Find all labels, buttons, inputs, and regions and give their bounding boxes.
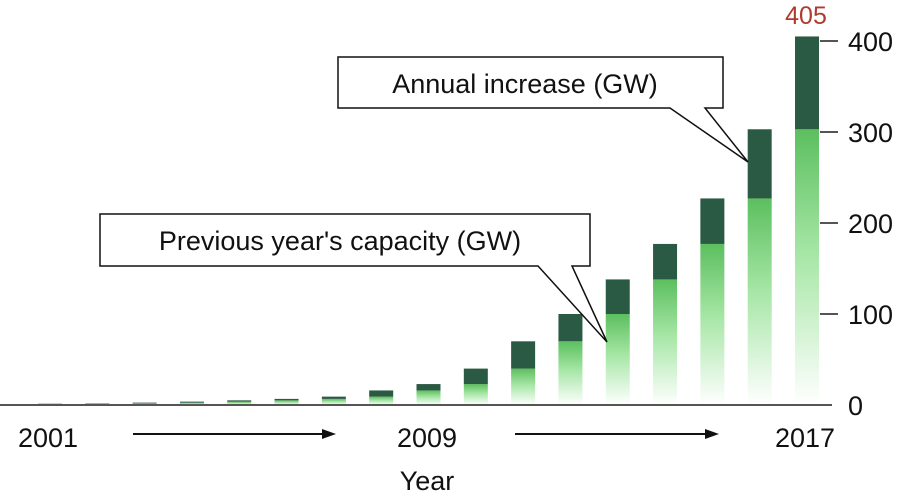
top-value-label: 405 [785,2,827,30]
bar-previous-capacity-2013 [606,314,630,405]
bar-previous-capacity-2010 [464,384,488,405]
y-tick-label: 200 [848,209,893,239]
y-tick-label: 100 [848,300,893,330]
bar-annual-increase-2014 [653,244,677,279]
x-tick-label: 2017 [775,423,835,453]
bar-annual-increase-2017 [795,36,819,129]
bar-annual-increase-2016 [748,129,772,198]
bar-annual-increase-2013 [606,279,630,314]
bar-annual-increase-2012 [558,314,582,341]
x-tick-labels: 2001 2009 2017 [18,423,835,453]
x-axis-label: Year [400,466,455,493]
bar-annual-increase-2009 [417,384,441,390]
arrow-head [322,429,336,439]
y-tick-label: 300 [848,118,893,148]
arrow-head [705,429,719,439]
bar-previous-capacity-2017 [795,129,819,405]
bar-annual-increase-2007 [322,397,346,399]
bar-annual-increase-2004 [180,402,204,403]
callout-previous-capacity: Previous year's capacity (GW) [100,214,607,342]
bar-previous-capacity-2008 [369,397,393,405]
callout-annual-increase: Annual increase (GW) [338,57,748,162]
bar-annual-increase-2015 [700,198,724,244]
y-tick-label: 400 [848,27,893,57]
bar-previous-capacity-2011 [511,369,535,405]
bar-annual-increase-2008 [369,390,393,396]
bar-annual-increase-2006 [275,399,299,400]
bar-annual-increase-2011 [511,341,535,368]
bar-previous-capacity-2015 [700,244,724,405]
x-tick-label: 2001 [18,423,78,453]
bar-annual-increase-2003 [133,403,157,404]
y-tick-label: 0 [848,391,863,421]
callout-annual-increase-text: Annual increase (GW) [392,69,658,99]
bar-annual-increase-2010 [464,369,488,384]
y-axis: 0 100 200 300 400 [820,27,893,421]
bar-previous-capacity-2014 [653,279,677,405]
x-tick-label: 2009 [397,423,457,453]
bar-previous-capacity-2016 [748,198,772,405]
bar-annual-increase-2005 [227,400,251,401]
callout-previous-capacity-text: Previous year's capacity (GW) [159,226,521,256]
bar-previous-capacity-2012 [558,341,582,405]
bar-previous-capacity-2009 [417,390,441,405]
